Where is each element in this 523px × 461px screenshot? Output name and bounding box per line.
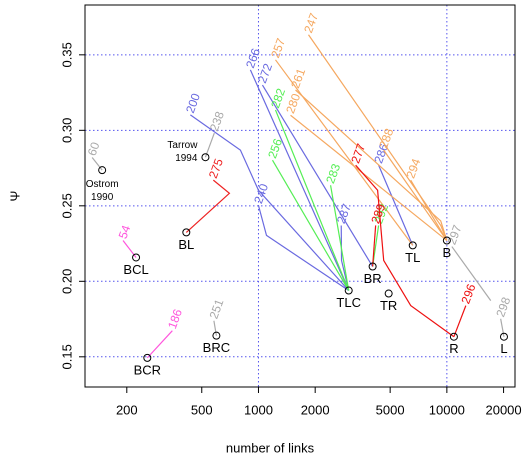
trajectory-label: 266 — [243, 46, 263, 70]
y-tick-label: 0.25 — [59, 193, 74, 218]
point-label: TR — [380, 298, 397, 313]
trajectory — [378, 164, 414, 246]
point-label: L — [500, 341, 507, 356]
x-tick-label: 5000 — [376, 402, 405, 417]
trajectory — [146, 330, 173, 359]
trajectory-label: 287 — [334, 202, 354, 226]
trajectory-label: 298 — [493, 295, 513, 319]
point — [98, 166, 107, 175]
trajectory-label: 200 — [183, 91, 203, 115]
trajectory — [190, 114, 350, 291]
trajectory-label: 280 — [283, 91, 303, 115]
trajectory — [295, 89, 448, 241]
point-label: 1994 — [175, 153, 198, 164]
x-axis-title: number of links — [226, 440, 315, 455]
point-label: R — [449, 341, 458, 356]
point — [212, 331, 221, 340]
trajectory-label: 257 — [268, 36, 288, 60]
trajectory — [261, 84, 374, 267]
point-label: TLC — [336, 295, 361, 310]
point-label: BRC — [203, 340, 230, 355]
trajectory-label: 272 — [255, 61, 275, 85]
point — [384, 289, 393, 298]
point — [449, 332, 458, 341]
point — [442, 236, 451, 245]
trajectory — [340, 225, 350, 291]
x-tick-label: 2000 — [301, 402, 330, 417]
y-tick-label: 0.30 — [59, 118, 74, 143]
trajectory-label: 238 — [207, 109, 227, 133]
trajectory-label: 297 — [444, 223, 464, 247]
point — [499, 332, 508, 341]
trajectory — [185, 179, 231, 233]
trajectory — [410, 179, 448, 241]
point-label: BCR — [134, 362, 161, 377]
trajectory — [271, 159, 350, 291]
point-label: Ostrom — [86, 179, 119, 190]
point — [368, 262, 377, 271]
x-tick-label: 10000 — [429, 402, 465, 417]
trajectory-label: 186 — [165, 307, 185, 331]
trajectory — [383, 149, 448, 241]
point-label: TL — [405, 250, 420, 265]
trajectory — [249, 69, 350, 291]
trajectory — [453, 305, 467, 337]
trajectory-label: 282 — [268, 86, 288, 110]
trajectory-label: 275 — [206, 156, 226, 180]
plot-frame — [84, 4, 516, 388]
point — [143, 353, 152, 362]
point — [182, 228, 191, 237]
trajectory-label: 60 — [85, 140, 103, 158]
point-label: 1990 — [91, 192, 114, 203]
point-label: BR — [364, 271, 382, 286]
trajectory — [372, 225, 377, 267]
trajectory-label: 294 — [403, 156, 423, 180]
y-axis-title: Ψ — [7, 191, 22, 202]
trajectory — [274, 109, 350, 291]
trajectory-label: 277 — [348, 141, 368, 165]
trajectory — [355, 164, 455, 338]
trajectory-label: 247 — [301, 11, 321, 35]
trajectory — [329, 185, 350, 291]
trajectory — [204, 132, 215, 158]
y-tick-label: 0.15 — [59, 344, 74, 369]
trajectory-label: 261 — [288, 66, 308, 90]
point-label: Tarrow — [167, 140, 198, 151]
trajectory-label: 251 — [207, 297, 227, 321]
x-tick-label: 200 — [116, 402, 138, 417]
point — [408, 241, 417, 250]
point-label: B — [443, 245, 452, 260]
point-label: BCL — [123, 262, 148, 277]
trajectory — [451, 246, 492, 301]
trajectory-label: 256 — [265, 136, 285, 160]
point — [201, 153, 210, 162]
trajectory-label: 296 — [458, 282, 478, 306]
point — [132, 253, 141, 262]
point-label: BL — [178, 237, 194, 252]
trajectory — [290, 114, 448, 242]
x-tick-label: 1000 — [244, 402, 273, 417]
trajectory-label: 283 — [323, 161, 343, 185]
point — [344, 286, 353, 295]
x-tick-label: 20000 — [485, 402, 521, 417]
trajectory-label: 292 — [371, 202, 391, 226]
trajectory — [213, 320, 217, 336]
y-tick-label: 0.35 — [59, 42, 74, 67]
x-tick-label: 500 — [191, 402, 213, 417]
trajectory-label: 288 — [376, 126, 396, 150]
trajectory — [91, 157, 103, 171]
trajectory-label: 54 — [116, 223, 134, 241]
trajectory — [257, 205, 350, 292]
y-tick-label: 0.20 — [59, 269, 74, 294]
trajectory-label: 289 — [368, 202, 388, 226]
trajectory — [274, 59, 414, 246]
